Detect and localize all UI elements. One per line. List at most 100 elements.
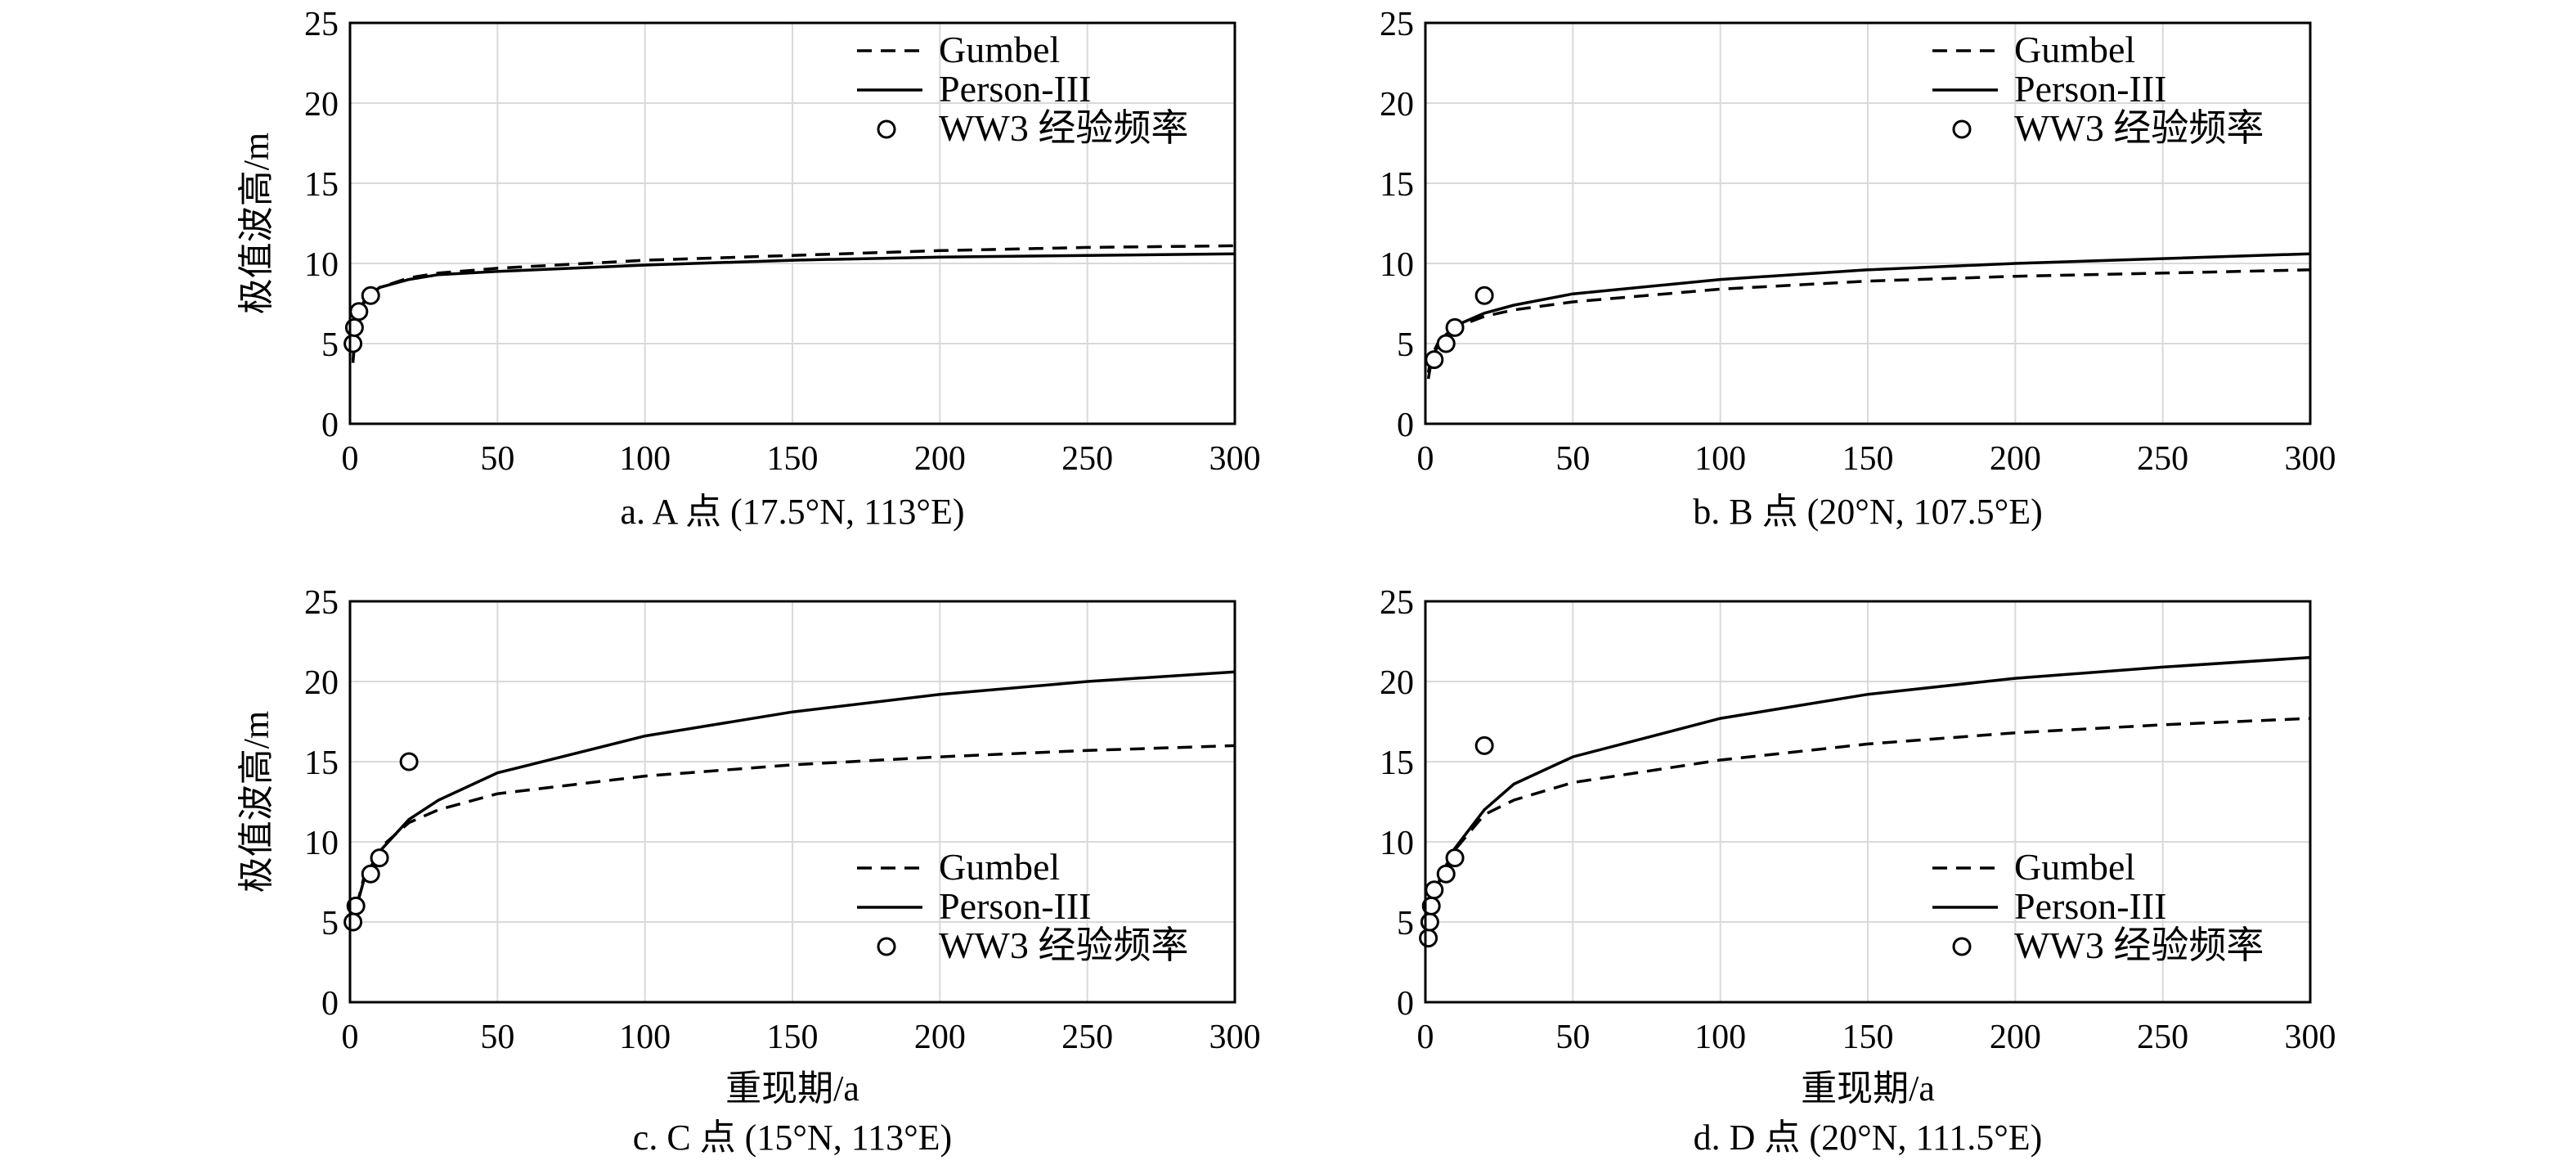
data-point bbox=[1445, 848, 1465, 868]
series-line-person-iii bbox=[351, 670, 1235, 931]
x-tick-label: 300 bbox=[2285, 1019, 2336, 1056]
chart-panel-4: 0 50 100 150 200 250 300 0 5 10 15 20 25 GumbelPerson… bbox=[1380, 584, 2336, 1158]
x-tick-label: 300 bbox=[1209, 440, 1261, 478]
x-tick-label: 150 bbox=[1842, 1019, 1894, 1056]
series-line-gumbel bbox=[351, 744, 1235, 931]
series-line-gumbel bbox=[1426, 717, 2310, 938]
y-tick-label: 5 bbox=[1397, 326, 1414, 364]
series-line-gumbel bbox=[1426, 268, 2310, 373]
data-point bbox=[343, 334, 363, 353]
y-tick-label: 0 bbox=[321, 407, 339, 444]
legend-label: Person-III bbox=[939, 68, 1092, 110]
legend-marker bbox=[877, 937, 896, 956]
x-tick-label: 150 bbox=[1842, 440, 1894, 478]
y-tick-label: 5 bbox=[1397, 905, 1414, 942]
legend-label: Person-III bbox=[2014, 68, 2167, 110]
data-point bbox=[1436, 334, 1456, 353]
series-line-person-iii bbox=[1426, 655, 2310, 935]
x-axis-label: 重现期/a bbox=[725, 1068, 859, 1109]
y-tick-label: 15 bbox=[304, 744, 339, 782]
plot-frame bbox=[1424, 21, 2312, 425]
y-tick-label: 5 bbox=[321, 905, 339, 942]
x-tick-label: 50 bbox=[1555, 440, 1590, 478]
chart-panel-1: 0 50 100 150 200 250 300 0 5 10 15 20 25 GumbelPerson… bbox=[236, 6, 1261, 532]
data-point bbox=[370, 848, 389, 868]
y-tick-label: 15 bbox=[1380, 166, 1414, 204]
x-tick-label: 250 bbox=[1061, 1019, 1113, 1056]
x-tick-label: 300 bbox=[2285, 440, 2336, 478]
y-tick-label: 5 bbox=[321, 326, 339, 364]
plot-frame bbox=[348, 600, 1236, 1004]
data-point bbox=[346, 896, 366, 915]
x-tick-label: 200 bbox=[914, 1019, 966, 1056]
y-tick-label: 0 bbox=[1397, 407, 1414, 444]
x-axis-label: 重现期/a bbox=[1801, 1068, 1935, 1109]
x-tick-label: 250 bbox=[2137, 1019, 2188, 1056]
x-tick-label: 0 bbox=[1417, 440, 1434, 478]
data-point bbox=[343, 912, 363, 932]
data-point bbox=[361, 864, 380, 884]
panel-caption: d. D 点 (20°N, 111.5°E) bbox=[1694, 1118, 2043, 1158]
x-tick-label: 50 bbox=[1555, 1019, 1590, 1056]
legend-label: Gumbel bbox=[2014, 29, 2135, 70]
legend-label: WW3 经验频率 bbox=[939, 924, 1188, 966]
x-tick-label: 150 bbox=[767, 1019, 819, 1056]
legend-marker bbox=[877, 119, 896, 139]
legend-label: WW3 经验频率 bbox=[2014, 107, 2264, 149]
y-tick-label: 10 bbox=[1380, 246, 1414, 284]
y-tick-label: 25 bbox=[1380, 584, 1414, 622]
y-axis-label: 极值波高/m bbox=[236, 711, 276, 893]
y-tick-label: 20 bbox=[304, 86, 339, 124]
y-tick-label: 0 bbox=[321, 985, 339, 1023]
data-point bbox=[399, 752, 419, 771]
y-tick-label: 20 bbox=[1380, 664, 1414, 702]
data-point bbox=[349, 302, 369, 322]
data-point bbox=[1425, 880, 1444, 900]
chart-panel-2: 0 50 100 150 200 250 300 0 5 10 15 20 25 GumbelPerson… bbox=[1380, 6, 2336, 532]
y-tick-label: 25 bbox=[1380, 6, 1414, 43]
legend-label: WW3 经验频率 bbox=[939, 107, 1188, 149]
chart-panel-3: 0 50 100 150 200 250 300 0 5 10 15 20 25 GumbelPerson… bbox=[236, 584, 1261, 1158]
y-tick-label: 25 bbox=[304, 584, 339, 622]
x-tick-label: 150 bbox=[767, 440, 819, 478]
y-tick-label: 20 bbox=[304, 664, 339, 702]
panel-caption: a. A 点 (17.5°N, 113°E) bbox=[621, 492, 965, 532]
y-tick-label: 10 bbox=[1380, 825, 1414, 862]
x-tick-label: 50 bbox=[480, 440, 514, 478]
x-tick-label: 200 bbox=[1990, 1019, 2041, 1056]
legend-marker bbox=[1952, 937, 1972, 956]
data-point bbox=[1425, 350, 1444, 370]
y-tick-label: 15 bbox=[304, 166, 339, 204]
x-tick-label: 0 bbox=[1417, 1019, 1434, 1056]
y-tick-label: 10 bbox=[304, 825, 339, 862]
x-tick-label: 300 bbox=[1209, 1019, 1261, 1056]
legend-label: Gumbel bbox=[2014, 846, 2135, 888]
legend-marker bbox=[1952, 119, 1972, 139]
y-tick-label: 10 bbox=[304, 246, 339, 284]
data-point bbox=[361, 286, 380, 305]
x-tick-label: 100 bbox=[619, 440, 671, 478]
x-tick-label: 100 bbox=[1694, 1019, 1746, 1056]
x-tick-label: 50 bbox=[480, 1019, 514, 1056]
legend-label: Gumbel bbox=[939, 846, 1060, 888]
data-point bbox=[1436, 864, 1456, 884]
legend-label: Person-III bbox=[939, 885, 1092, 927]
panel-caption: b. B 点 (20°N, 107.5°E) bbox=[1693, 492, 2043, 532]
data-point bbox=[1445, 317, 1465, 337]
data-point bbox=[1419, 929, 1438, 948]
y-tick-label: 20 bbox=[1380, 86, 1414, 124]
panel-caption: c. C 点 (15°N, 113°E) bbox=[633, 1118, 952, 1158]
plot-frame bbox=[1424, 600, 2312, 1004]
x-tick-label: 250 bbox=[2137, 440, 2188, 478]
x-tick-label: 0 bbox=[342, 440, 359, 478]
y-tick-label: 25 bbox=[304, 6, 339, 43]
x-tick-label: 100 bbox=[619, 1019, 671, 1056]
x-tick-label: 100 bbox=[1694, 440, 1746, 478]
plot-frame bbox=[348, 21, 1236, 425]
data-point bbox=[344, 317, 364, 337]
x-tick-label: 200 bbox=[914, 440, 966, 478]
legend-label: Gumbel bbox=[939, 29, 1060, 70]
series-line-person-iii bbox=[1426, 252, 2310, 380]
legend-label: WW3 经验频率 bbox=[2014, 924, 2264, 966]
